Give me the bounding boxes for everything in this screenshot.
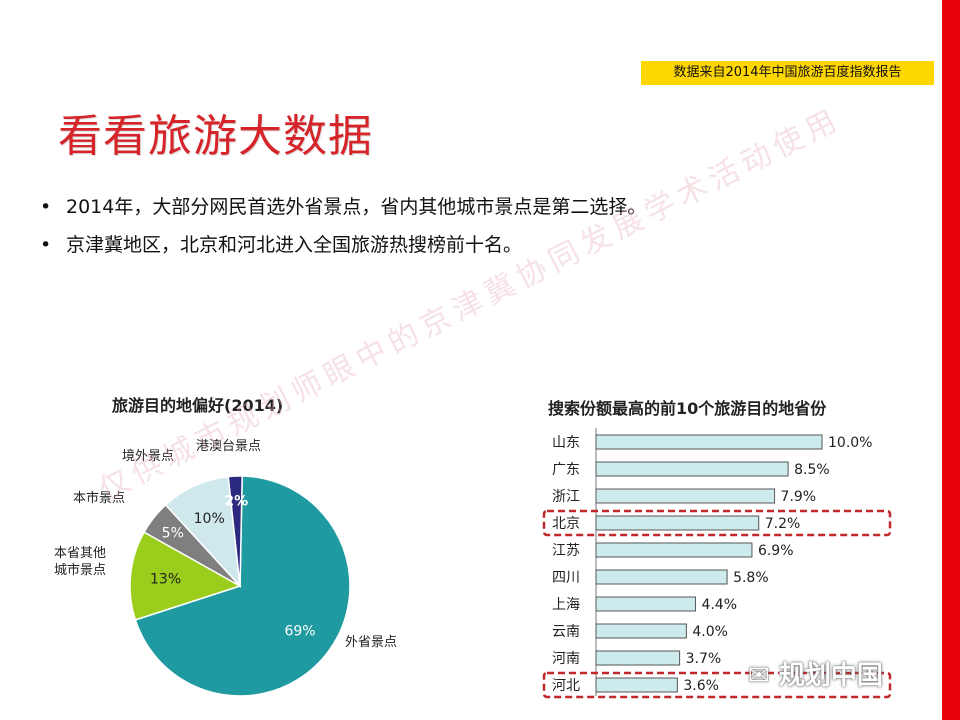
bar — [595, 515, 760, 531]
pie-value-label: 2% — [224, 493, 248, 509]
pie-chart-title: 旅游目的地偏好(2014) — [112, 396, 284, 415]
bar-category-label: 上海 — [552, 597, 580, 613]
pie-value-label: 13% — [150, 572, 181, 588]
highlight-box — [542, 509, 892, 537]
pie-category-label: 港澳台景点 — [196, 438, 261, 454]
pie-category-label: 境外景点 — [122, 449, 174, 464]
bullet-list: 2014年，大部分网民首选外省景点，省内其他城市景点是第二选择。 京津冀地区，北… — [40, 194, 920, 270]
pie-chart: 69% 外省景点 13% 本省其他城市景点 5% 本市景点 10% 境外景点 2% 港澳台景点 — [54, 438, 397, 697]
bar-chart: 山东 10.0% 广东 8.5% 浙江 7.9% 北京 7.2% 江苏 6.9% 四川 5.8% 上海 4… — [542, 428, 892, 699]
pie-slice — [134, 475, 351, 697]
wechat-logo: ✉ 规划中国 — [748, 655, 883, 692]
bar-category-label: 北京 — [552, 516, 580, 532]
page-title: 看看旅游大数据 — [58, 111, 373, 162]
highlight-box — [542, 671, 892, 699]
bar-category-label: 江苏 — [552, 543, 580, 559]
bar-value-label: 7.2% — [765, 516, 801, 532]
bar-value-label: 3.7% — [686, 651, 722, 667]
source-note: 数据来自2014年中国旅游百度指数报告 — [641, 61, 934, 85]
bar-category-label: 四川 — [552, 570, 580, 586]
bar-value-label: 7.9% — [781, 489, 817, 505]
bar — [595, 623, 687, 639]
bar — [595, 650, 681, 666]
pie-category-label: 本省其他城市景点 — [54, 546, 106, 578]
bar — [595, 542, 753, 558]
bar — [595, 569, 728, 585]
bar-category-label: 河北 — [552, 678, 580, 694]
bar-chart-title: 搜索份额最高的前10个旅游目的地省份 — [548, 399, 827, 418]
bar — [595, 677, 678, 693]
bullet-item: 京津冀地区，北京和河北进入全国旅游热搜榜前十名。 — [40, 232, 920, 270]
bar-value-label: 8.5% — [794, 462, 830, 478]
bar-category-label: 云南 — [552, 624, 580, 640]
pie-value-label: 10% — [194, 511, 225, 527]
bar — [595, 488, 776, 504]
bar — [595, 434, 823, 450]
bar-category-label: 浙江 — [552, 489, 580, 505]
bar-value-label: 10.0% — [828, 435, 872, 451]
bar-category-label: 山东 — [552, 435, 580, 451]
pie-value-label: 5% — [162, 526, 184, 542]
bar-category-label: 河南 — [552, 651, 580, 667]
pie-value-label: 69% — [284, 624, 315, 640]
bar-value-label: 3.6% — [683, 678, 719, 694]
pie-slice — [227, 475, 243, 587]
bar — [595, 461, 789, 477]
pie-slice — [129, 531, 242, 621]
bar — [595, 596, 696, 612]
wechat-label: 规划中国 — [778, 661, 883, 691]
bar-value-label: 6.9% — [758, 543, 794, 559]
bar-category-label: 广东 — [552, 462, 580, 478]
bullet-item: 2014年，大部分网民首选外省景点，省内其他城市景点是第二选择。 — [40, 194, 920, 232]
pie-category-label: 本市景点 — [73, 490, 125, 506]
bar-value-label: 5.8% — [733, 570, 769, 586]
bar-value-label: 4.4% — [701, 597, 737, 613]
pie-category-label: 外省景点 — [345, 635, 397, 650]
accent-bar — [942, 0, 960, 720]
wechat-icon: ✉ — [748, 661, 779, 691]
bar-value-label: 4.0% — [692, 624, 728, 640]
